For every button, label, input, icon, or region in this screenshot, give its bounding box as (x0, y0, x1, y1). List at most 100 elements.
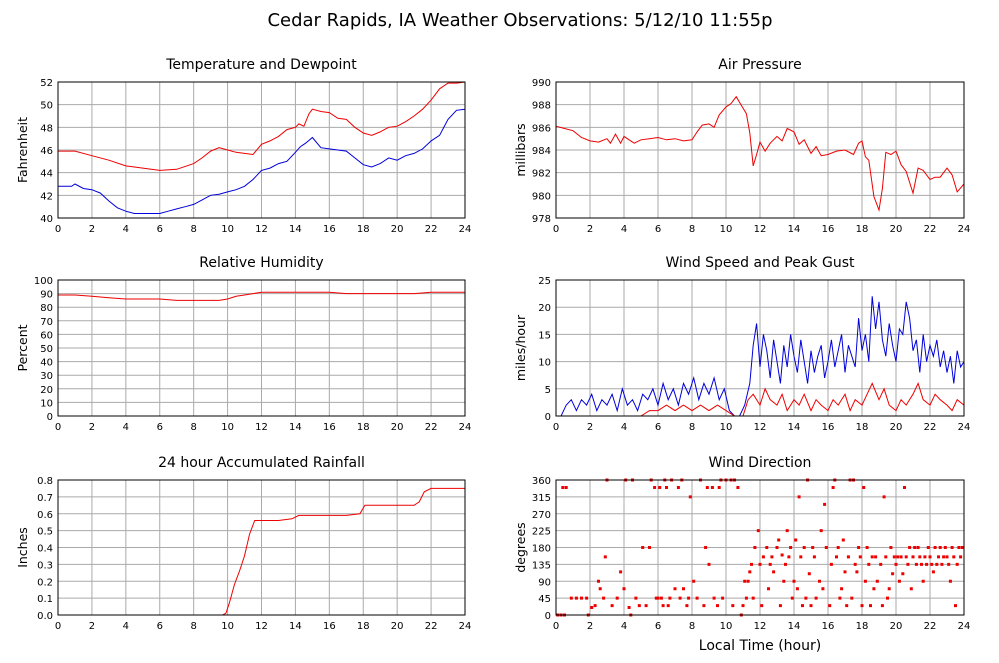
direction-point (850, 596, 854, 600)
direction-point (795, 587, 799, 591)
direction-point (585, 596, 589, 600)
direction-point (889, 546, 893, 549)
temp-xtick-label: 6 (157, 224, 163, 235)
rain-xtick-label: 4 (123, 621, 129, 632)
pressure-ylabel: millibars (513, 123, 528, 176)
direction-point (610, 604, 614, 608)
direction-point (676, 486, 680, 489)
rain-ytick-label: 0.1 (37, 594, 53, 605)
direction-point (926, 546, 930, 549)
direction-point (921, 579, 925, 583)
wind-xtick-label: 22 (924, 422, 937, 433)
direction-point (615, 596, 619, 600)
direction-point (831, 486, 835, 489)
temp-ytick-label: 40 (40, 214, 53, 225)
direction-point (561, 486, 565, 489)
humidity-xtick-label: 0 (55, 422, 61, 433)
direction-point (867, 562, 871, 566)
direction-point (845, 604, 849, 608)
direction-point (875, 579, 879, 583)
direction-point (930, 562, 934, 566)
direction-point (858, 555, 862, 559)
pressure-xtick-label: 20 (890, 224, 903, 235)
direction-point (880, 604, 884, 608)
direction-point (950, 546, 954, 549)
wind-ytick-label: 0 (545, 412, 551, 423)
direction-point (778, 604, 782, 608)
temp-ytick-label: 50 (40, 101, 53, 112)
rain-xtick-label: 22 (425, 621, 438, 632)
direction-point (767, 587, 770, 591)
wind-xtick-label: 16 (822, 422, 835, 433)
temp-ytick-label: 52 (40, 78, 53, 89)
direction-point (704, 546, 708, 549)
direction-ytick-label: 360 (532, 476, 551, 487)
direction-point (913, 546, 917, 549)
direction-point (828, 604, 832, 608)
direction-title: Wind Direction (709, 455, 812, 471)
direction-point (678, 596, 682, 600)
rain-ytick-label: 0.2 (37, 577, 53, 588)
humidity-ytick-label: 30 (40, 371, 53, 382)
rain-xtick-label: 8 (190, 621, 196, 632)
rain-xtick-label: 20 (391, 621, 404, 632)
pressure-xtick-label: 4 (621, 224, 627, 235)
direction-xtick-label: 22 (924, 621, 937, 632)
direction-point (914, 562, 918, 566)
direction-point (619, 570, 623, 574)
direction-point (904, 555, 908, 559)
direction-xtick-label: 10 (720, 621, 733, 632)
direction-ytick-label: 45 (538, 594, 551, 605)
direction-point (909, 587, 913, 591)
direction-point (821, 587, 825, 591)
direction-point (597, 579, 600, 583)
direction-point (760, 604, 764, 608)
direction-xtick-label: 16 (822, 621, 835, 632)
direction-point (903, 486, 906, 489)
humidity-ytick-label: 90 (40, 290, 53, 301)
direction-point (918, 555, 922, 559)
humidity-xtick-label: 10 (221, 422, 234, 433)
direction-point (869, 604, 872, 608)
humidity-xtick-label: 24 (459, 422, 472, 433)
wind-xtick-label: 8 (689, 422, 695, 433)
rain-ytick-label: 0.0 (37, 611, 53, 622)
humidity-xtick-label: 8 (190, 422, 196, 433)
direction-point (748, 570, 752, 574)
humidity-ytick-label: 20 (40, 385, 53, 396)
pressure-ytick-label: 978 (532, 214, 551, 225)
direction-xtick-label: 12 (754, 621, 767, 632)
pressure-xtick-label: 12 (754, 224, 767, 235)
humidity-series-red (58, 291, 465, 301)
direction-point (811, 546, 815, 549)
direction-point (872, 587, 876, 591)
wind-xtick-label: 10 (720, 422, 733, 433)
humidity-ytick-label: 40 (40, 358, 53, 369)
rain-xtick-label: 0 (55, 621, 61, 632)
direction-point (886, 596, 889, 600)
direction-point (688, 495, 692, 499)
rain-xtick-label: 12 (255, 621, 268, 632)
pressure-ytick-label: 984 (532, 146, 551, 157)
direction-point (751, 596, 755, 600)
direction-point (668, 596, 672, 600)
temp-ytick-label: 42 (40, 191, 53, 202)
direction-point (666, 604, 670, 608)
temp-xtick-label: 4 (123, 224, 129, 235)
direction-point (928, 555, 932, 559)
direction-point (865, 546, 869, 549)
direction-point (959, 555, 963, 559)
wind-xtick-label: 6 (655, 422, 661, 433)
direction-point (580, 596, 583, 600)
wind-ytick-label: 15 (538, 330, 551, 341)
direction-xtick-label: 18 (856, 621, 869, 632)
direction-point (736, 486, 740, 489)
wind-ytick-label: 20 (538, 303, 551, 314)
direction-point (687, 596, 691, 600)
wind-xtick-label: 4 (621, 422, 627, 433)
humidity-xtick-label: 14 (289, 422, 302, 433)
